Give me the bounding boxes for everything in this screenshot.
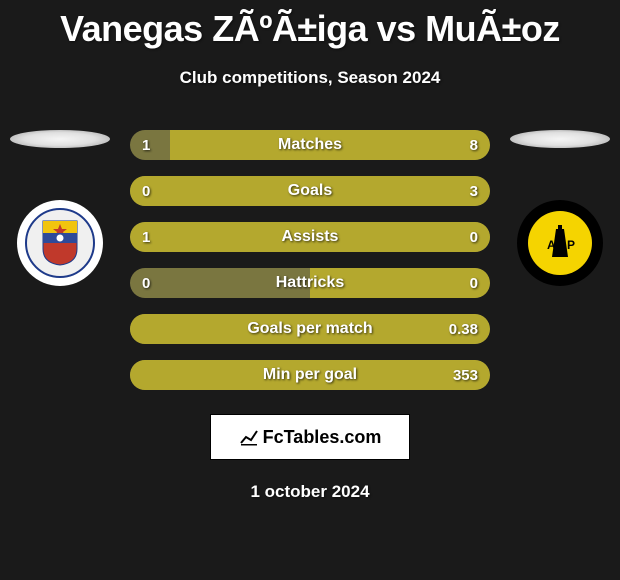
stats-column: 18Matches03Goals10Assists00Hattricks0.38… (130, 130, 490, 406)
club-badge-right: A P (517, 200, 603, 286)
stat-bar: 353Min per goal (130, 360, 490, 390)
stat-value-right: 0.38 (449, 314, 478, 344)
shield-icon (41, 219, 79, 267)
stat-value-right: 353 (453, 360, 478, 390)
player-photo-placeholder-left (10, 130, 110, 148)
stat-bar: 10Assists (130, 222, 490, 252)
comparison-card: Vanegas ZÃºÃ±iga vs MuÃ±oz Club competit… (0, 0, 620, 580)
svg-text:P: P (567, 238, 575, 252)
source-badge: FcTables.com (210, 414, 410, 460)
stat-bar-fill (130, 176, 490, 206)
stat-value-left: 0 (142, 176, 150, 206)
left-player-col (8, 130, 112, 286)
stat-bar: 0.38Goals per match (130, 314, 490, 344)
stat-bar-fill (130, 360, 490, 390)
source-label: FcTables.com (263, 427, 382, 448)
stat-bar: 18Matches (130, 130, 490, 160)
chart-icon (239, 427, 259, 447)
page-title: Vanegas ZÃºÃ±iga vs MuÃ±oz (0, 0, 620, 50)
stat-value-right: 0 (470, 268, 478, 298)
stat-value-right: 0 (470, 222, 478, 252)
right-player-col: A P (508, 130, 612, 286)
stat-bar: 03Goals (130, 176, 490, 206)
date-line: 1 october 2024 (0, 482, 620, 502)
stat-bar-fill (130, 222, 490, 252)
svg-text:A: A (547, 238, 556, 252)
stat-value-left: 1 (142, 222, 150, 252)
club-badge-left-inner (25, 208, 95, 278)
oil-derrick-icon: A P (540, 223, 580, 263)
stat-value-right: 8 (470, 130, 478, 160)
player-photo-placeholder-right (510, 130, 610, 148)
stat-value-right: 3 (470, 176, 478, 206)
club-badge-left (17, 200, 103, 286)
stat-value-left: 1 (142, 130, 150, 160)
stat-bar-fill (310, 268, 490, 298)
comparison-body: 18Matches03Goals10Assists00Hattricks0.38… (0, 130, 620, 406)
stat-bar: 00Hattricks (130, 268, 490, 298)
subtitle: Club competitions, Season 2024 (0, 68, 620, 88)
stat-bar-fill (130, 314, 490, 344)
stat-bar-fill (170, 130, 490, 160)
stat-value-left: 0 (142, 268, 150, 298)
club-badge-right-inner: A P (528, 211, 592, 275)
